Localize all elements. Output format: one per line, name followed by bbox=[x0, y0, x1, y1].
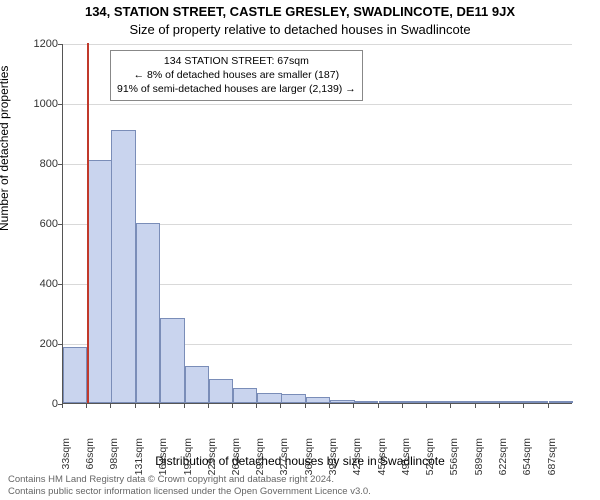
bar bbox=[354, 401, 378, 403]
bar bbox=[233, 388, 257, 403]
y-tick-label: 400 bbox=[18, 278, 58, 290]
annotation-line2: ← 8% of detached houses are smaller (187… bbox=[117, 68, 356, 82]
bar bbox=[476, 401, 500, 403]
page-title-line1: 134, STATION STREET, CASTLE GRESLEY, SWA… bbox=[0, 4, 600, 19]
x-tick-label: 654sqm bbox=[521, 438, 533, 486]
bar bbox=[209, 379, 233, 403]
x-tick-label: 622sqm bbox=[497, 438, 509, 486]
y-axis-label: Number of detached properties bbox=[0, 66, 11, 231]
y-tick-mark bbox=[58, 344, 62, 345]
y-tick-mark bbox=[58, 164, 62, 165]
x-tick-label: 556sqm bbox=[448, 438, 460, 486]
y-tick-label: 800 bbox=[18, 158, 58, 170]
x-tick-mark bbox=[426, 404, 427, 408]
x-tick-mark bbox=[450, 404, 451, 408]
x-tick-label: 98sqm bbox=[108, 438, 120, 486]
x-tick-label: 295sqm bbox=[254, 438, 266, 486]
x-tick-label: 360sqm bbox=[303, 438, 315, 486]
y-tick-label: 0 bbox=[18, 398, 58, 410]
bar bbox=[500, 401, 524, 403]
x-tick-label: 393sqm bbox=[327, 438, 339, 486]
bar bbox=[185, 366, 209, 404]
y-tick-mark bbox=[58, 284, 62, 285]
bar bbox=[281, 394, 305, 403]
x-tick-label: 425sqm bbox=[351, 438, 363, 486]
x-tick-mark bbox=[159, 404, 160, 408]
bar bbox=[136, 223, 160, 403]
y-tick-label: 1200 bbox=[18, 38, 58, 50]
annotation-line1: 134 STATION STREET: 67sqm bbox=[117, 54, 356, 68]
y-tick-mark bbox=[58, 104, 62, 105]
annotation-line3: 91% of semi-detached houses are larger (… bbox=[117, 82, 356, 96]
x-tick-mark bbox=[548, 404, 549, 408]
x-tick-mark bbox=[135, 404, 136, 408]
bar bbox=[257, 393, 281, 404]
x-tick-mark bbox=[329, 404, 330, 408]
x-tick-label: 33sqm bbox=[60, 438, 72, 486]
x-tick-mark bbox=[232, 404, 233, 408]
bar bbox=[451, 401, 475, 403]
grid-line bbox=[63, 164, 572, 165]
y-tick-label: 200 bbox=[18, 338, 58, 350]
x-tick-label: 262sqm bbox=[230, 438, 242, 486]
x-tick-label: 491sqm bbox=[400, 438, 412, 486]
x-tick-mark bbox=[62, 404, 63, 408]
bar bbox=[403, 401, 427, 403]
bar bbox=[379, 401, 403, 403]
x-tick-mark bbox=[353, 404, 354, 408]
bar bbox=[330, 400, 354, 403]
x-tick-label: 327sqm bbox=[278, 438, 290, 486]
footer-line2: Contains public sector information licen… bbox=[8, 486, 371, 498]
bar bbox=[63, 347, 87, 403]
x-tick-mark bbox=[475, 404, 476, 408]
x-tick-mark bbox=[402, 404, 403, 408]
marker-line bbox=[87, 43, 89, 403]
x-tick-mark bbox=[86, 404, 87, 408]
chart-container: 134, STATION STREET, CASTLE GRESLEY, SWA… bbox=[0, 0, 600, 500]
annotation-box: 134 STATION STREET: 67sqm ← 8% of detach… bbox=[110, 50, 363, 101]
x-tick-label: 66sqm bbox=[84, 438, 96, 486]
y-tick-label: 600 bbox=[18, 218, 58, 230]
y-tick-mark bbox=[58, 224, 62, 225]
x-tick-label: 687sqm bbox=[546, 438, 558, 486]
x-tick-label: 589sqm bbox=[473, 438, 485, 486]
bar bbox=[427, 401, 451, 403]
x-tick-mark bbox=[305, 404, 306, 408]
x-tick-label: 458sqm bbox=[376, 438, 388, 486]
grid-line bbox=[63, 104, 572, 105]
x-tick-mark bbox=[523, 404, 524, 408]
x-tick-mark bbox=[184, 404, 185, 408]
x-tick-label: 197sqm bbox=[182, 438, 194, 486]
bar bbox=[87, 160, 111, 403]
y-tick-mark bbox=[58, 44, 62, 45]
bar bbox=[549, 401, 573, 403]
x-tick-mark bbox=[256, 404, 257, 408]
bar bbox=[524, 401, 548, 403]
x-tick-mark bbox=[208, 404, 209, 408]
x-tick-mark bbox=[378, 404, 379, 408]
x-tick-label: 164sqm bbox=[157, 438, 169, 486]
y-tick-label: 1000 bbox=[18, 98, 58, 110]
x-tick-mark bbox=[280, 404, 281, 408]
page-title-line2: Size of property relative to detached ho… bbox=[0, 22, 600, 37]
x-tick-label: 131sqm bbox=[133, 438, 145, 486]
x-tick-label: 524sqm bbox=[424, 438, 436, 486]
bar bbox=[160, 318, 184, 404]
x-tick-label: 229sqm bbox=[206, 438, 218, 486]
bar bbox=[111, 130, 135, 403]
grid-line bbox=[63, 44, 572, 45]
x-tick-mark bbox=[499, 404, 500, 408]
bar bbox=[306, 397, 330, 403]
x-tick-mark bbox=[110, 404, 111, 408]
